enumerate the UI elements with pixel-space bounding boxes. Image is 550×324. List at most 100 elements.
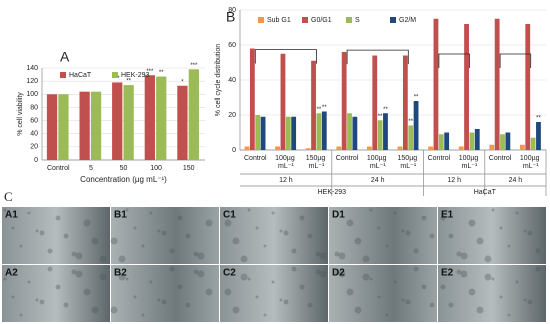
group-label: 24 h [509,177,523,184]
cell-texture [247,208,251,212]
image-label: E1 [441,210,454,221]
cell-texture [527,299,533,305]
legend-label: G2/M [399,17,416,24]
y-axis-label: % cell viability [17,92,24,136]
y-tick-label: 80 [228,7,236,14]
x-tick-label-line: 150µg [306,155,328,162]
x-tick-label: 5 [89,165,93,172]
bar [438,134,444,150]
x-tick-label-line: 100 [150,165,162,172]
cell-texture [157,298,161,302]
cell-texture [169,266,175,272]
cell-texture [476,306,484,314]
legend-swatch [60,72,66,78]
cell-texture [141,244,145,248]
cell-texture [279,229,283,233]
x-tick-label-line: 100µg [459,155,481,162]
cell-texture [369,208,373,212]
x-tick-label: Control [336,155,359,162]
panel-title: B [226,9,235,25]
cell-texture [523,229,527,233]
micrograph [220,265,328,322]
cell-texture [224,288,232,296]
cell-texture [440,284,446,290]
cell-texture [71,269,77,275]
x-tick-label: 150 [183,165,195,172]
cell-texture [271,280,275,284]
cell-texture [177,284,183,290]
cell-texture [401,298,405,302]
bar [402,55,408,150]
cell-texture [177,215,183,221]
cell-texture [91,306,99,314]
cell-texture [315,269,321,275]
bar [280,53,286,150]
cell-texture [527,230,533,236]
cell-texture [307,233,313,239]
micrograph [220,207,328,264]
cell-texture [393,211,397,215]
x-tick-label: Control [47,165,70,172]
image-label: B1 [114,210,127,221]
bar [444,132,450,150]
cell-texture [338,270,346,278]
x-tick-label: 100µg mL⁻¹ [275,155,297,170]
cell-texture [27,280,31,284]
x-tick-label-line: mL⁻¹ [523,163,539,170]
cell-texture [63,233,69,239]
y-tick-label: 120 [26,78,38,85]
bar [249,48,255,150]
y-tick-label: 0 [34,157,38,164]
panel-title: A [60,49,70,65]
y-tick-label: 40 [30,131,38,138]
bar [58,94,69,160]
cell-texture [255,295,259,299]
cell-texture [369,277,373,281]
cell-texture [393,280,397,284]
cell-texture [35,229,39,233]
bar [458,146,464,150]
cell-texture [161,230,167,236]
cell-texture [91,237,99,245]
x-tick-label-line: 100µg [367,155,389,162]
significance-label: ** [414,95,419,101]
cell-texture [141,313,145,317]
x-tick-label-line: mL⁻¹ [370,163,386,170]
x-tick-label-line: Control [336,155,359,162]
cell-texture [499,295,503,299]
cell-texture [362,255,370,263]
cell-texture [99,255,107,263]
cell-texture [47,248,53,254]
legend-label: HEK-293 [121,72,150,79]
bar [275,146,281,150]
cell-texture [515,280,519,284]
cell-texture [491,208,495,212]
cell-texture [307,302,313,308]
cell-texture [460,270,468,278]
x-tick-label-line: Control [47,165,70,172]
cell-texture [385,313,389,317]
cell-texture [149,280,153,284]
bar [428,146,434,150]
cell-texture [279,298,283,302]
comparison-bracket [346,49,409,65]
cell-texture [197,252,205,260]
cell-texture [346,288,354,296]
cell-texture [47,266,53,272]
y-tick-label: 40 [228,77,236,84]
bar [489,144,495,150]
cell-texture [299,284,305,290]
cell-texture [377,295,381,299]
cell-texture [75,270,83,278]
cell-texture [133,295,137,299]
group-label: 12 h [447,177,461,184]
micrograph [438,207,546,264]
cell-texture [429,233,435,239]
bar [336,146,342,150]
y-tick-label: 80 [30,104,38,111]
significance-label: ** [536,116,541,122]
bar [413,101,419,150]
bar [90,91,102,160]
x-tick-label-line: 5 [89,165,93,172]
bar [519,144,525,150]
